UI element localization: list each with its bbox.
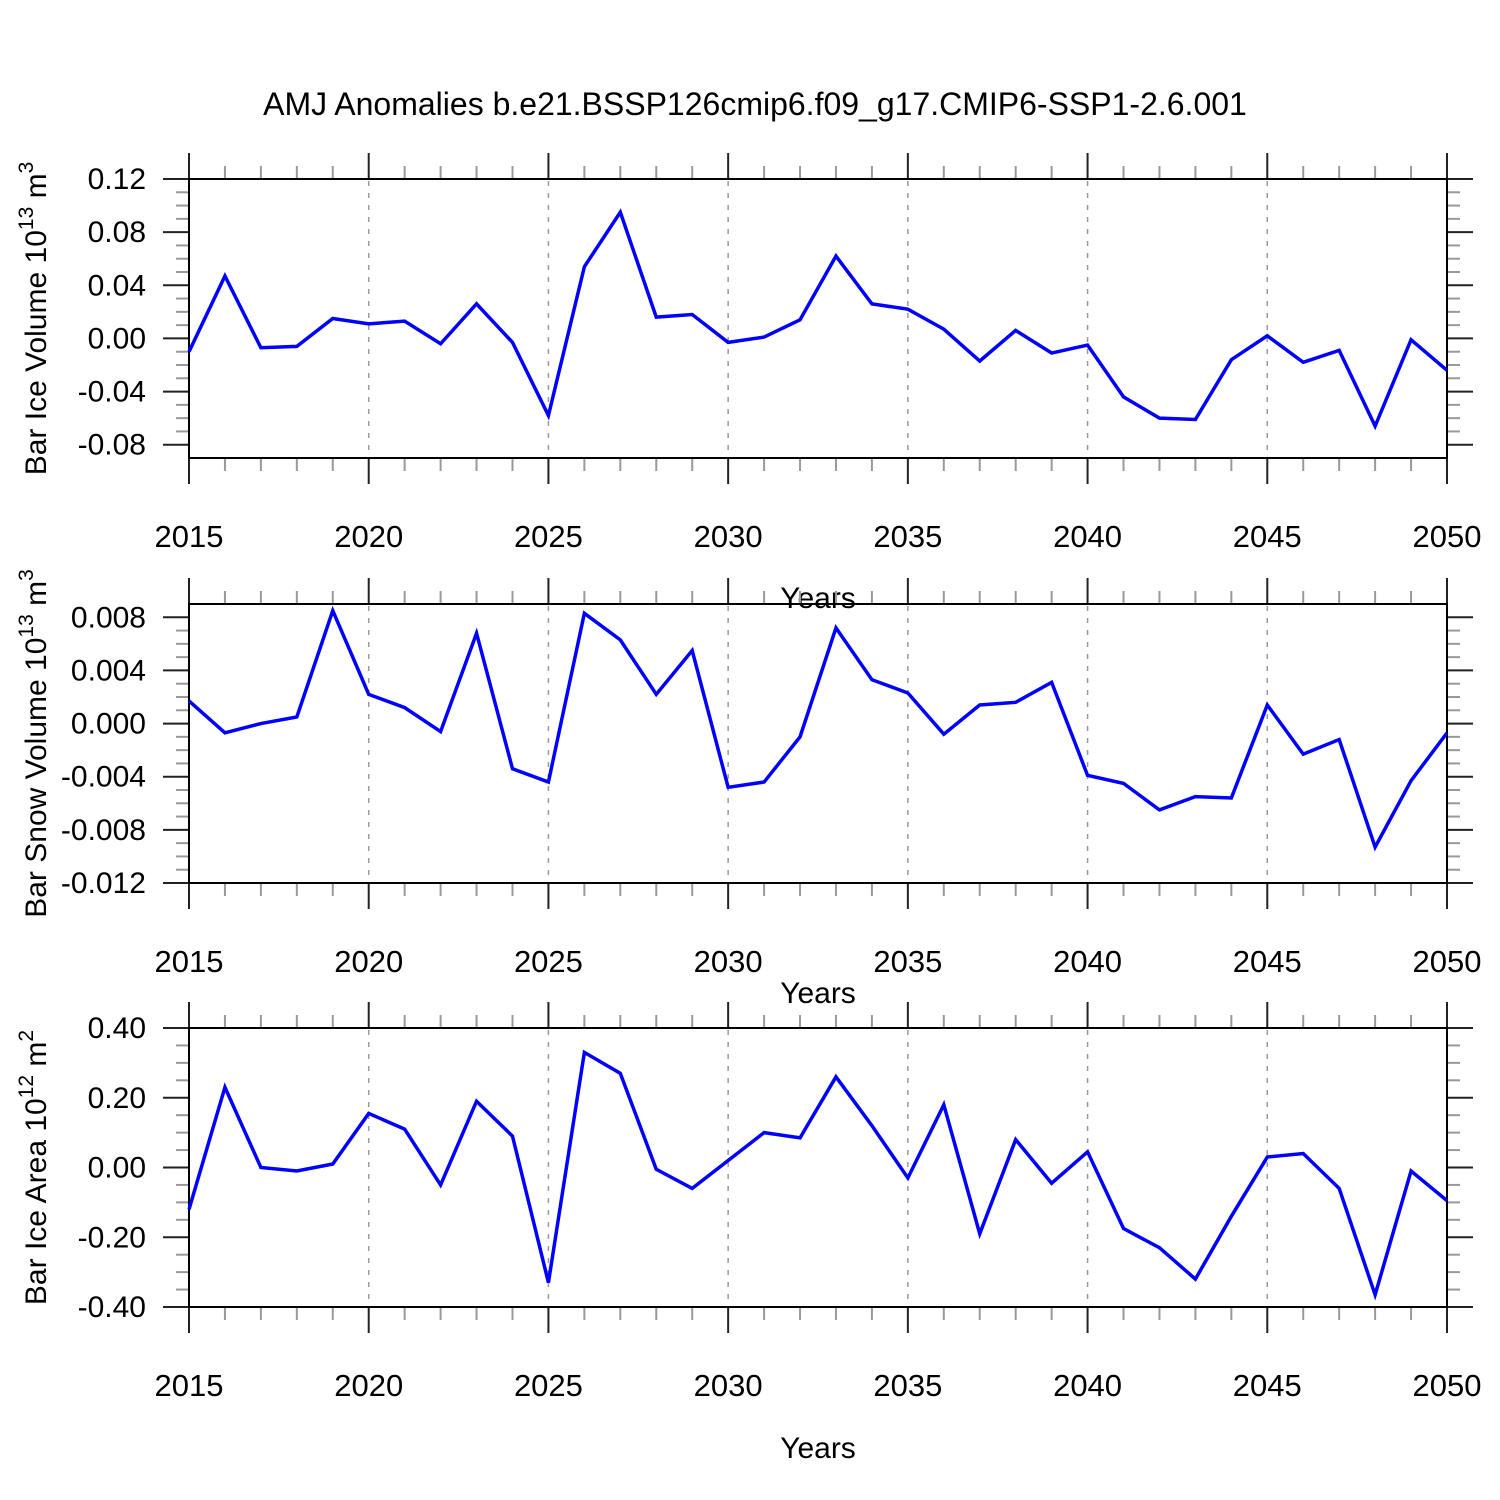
y-tick-label: -0.04 <box>78 376 146 409</box>
y-tick-label: 0.008 <box>71 601 146 634</box>
x-tick-label: 2040 <box>1053 519 1122 554</box>
x-tick-label: 2025 <box>514 519 583 554</box>
x-tick-label: 2020 <box>334 944 403 979</box>
x-tick-label: 2030 <box>694 519 763 554</box>
x-tick-label: 2050 <box>1413 519 1482 554</box>
y-tick-label: 0.00 <box>88 322 146 355</box>
panel-frame <box>188 603 1448 884</box>
x-tick-label: 2045 <box>1233 1368 1302 1403</box>
y-axis-title: Bar Snow Volume 1013 m3 <box>15 569 53 918</box>
panel-snow-volume: 0.008 0.004 0.000 -0.004 -0.008 -0.012 2015 202… <box>15 569 1481 1010</box>
x-tick-label: 2015 <box>155 1368 224 1403</box>
x-tick-label: 2040 <box>1053 944 1122 979</box>
y-tick-label: -0.012 <box>61 867 146 900</box>
y-tick-label: -0.40 <box>78 1291 146 1324</box>
x-tick-label: 2020 <box>334 519 403 554</box>
y-tick-label: 0.004 <box>71 654 146 687</box>
x-tick-label: 2025 <box>514 1368 583 1403</box>
y-axis-title: Bar Ice Volume 1013 m3 <box>15 162 53 476</box>
x-tick-label: 2030 <box>694 1368 763 1403</box>
x-tick-label: 2020 <box>334 1368 403 1403</box>
y-tick-label: -0.08 <box>78 429 146 462</box>
y-tick-label: -0.008 <box>61 814 146 847</box>
panel-frame <box>188 178 1448 459</box>
y-tick-label: -0.20 <box>78 1221 146 1254</box>
y-tick-label: 0.00 <box>88 1152 146 1185</box>
data-line <box>187 1049 1449 1301</box>
x-tick-label: 2035 <box>873 519 942 554</box>
data-line <box>187 208 1449 431</box>
x-axis-title: Years <box>780 1432 856 1465</box>
x-tick-label: 2050 <box>1413 1368 1482 1403</box>
x-axis-title: Years <box>780 977 856 1010</box>
panel-ice-volume: 0.12 0.08 0.04 0.00 -0.04 -0.08 2015 2020 2025 20… <box>15 153 1481 615</box>
y-tick-label: 0.12 <box>88 163 146 196</box>
x-tick-label: 2035 <box>873 944 942 979</box>
x-tick-label: 2045 <box>1233 519 1302 554</box>
y-tick-label: 0.000 <box>71 708 146 741</box>
y-tick-label: -0.004 <box>61 761 146 794</box>
x-tick-label: 2035 <box>873 1368 942 1403</box>
chart-title: AMJ Anomalies b.e21.BSSP126cmip6.f09_g17… <box>263 86 1247 122</box>
x-tick-label: 2025 <box>514 944 583 979</box>
panel-frame <box>188 1027 1448 1308</box>
x-tick-label: 2015 <box>155 519 224 554</box>
x-tick-label: 2030 <box>694 944 763 979</box>
x-tick-label: 2050 <box>1413 944 1482 979</box>
x-tick-label: 2045 <box>1233 944 1302 979</box>
y-tick-label: 0.40 <box>88 1012 146 1045</box>
y-tick-label: 0.08 <box>88 216 146 249</box>
y-axis-title: Bar Ice Area 1012 m2 <box>15 1030 53 1305</box>
x-axis-title: Years <box>780 582 856 615</box>
x-tick-label: 2040 <box>1053 1368 1122 1403</box>
x-tick-label: 2015 <box>155 944 224 979</box>
y-tick-label: 0.20 <box>88 1082 146 1115</box>
panel-ice-area: 0.40 0.20 0.00 -0.20 -0.40 2015 2020 2025 2030 20… <box>15 1002 1481 1465</box>
y-tick-label: 0.04 <box>88 269 146 302</box>
data-line <box>187 605 1449 852</box>
